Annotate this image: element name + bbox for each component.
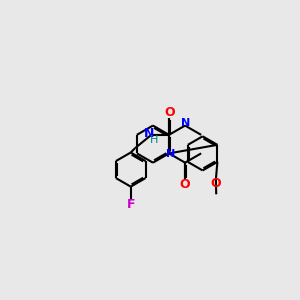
Text: N: N <box>144 127 154 140</box>
Text: O: O <box>180 178 190 191</box>
Text: H: H <box>149 135 158 145</box>
Text: N: N <box>181 118 190 128</box>
Text: N: N <box>166 149 175 159</box>
Text: O: O <box>164 106 175 119</box>
Text: O: O <box>211 177 221 190</box>
Text: F: F <box>127 198 135 212</box>
